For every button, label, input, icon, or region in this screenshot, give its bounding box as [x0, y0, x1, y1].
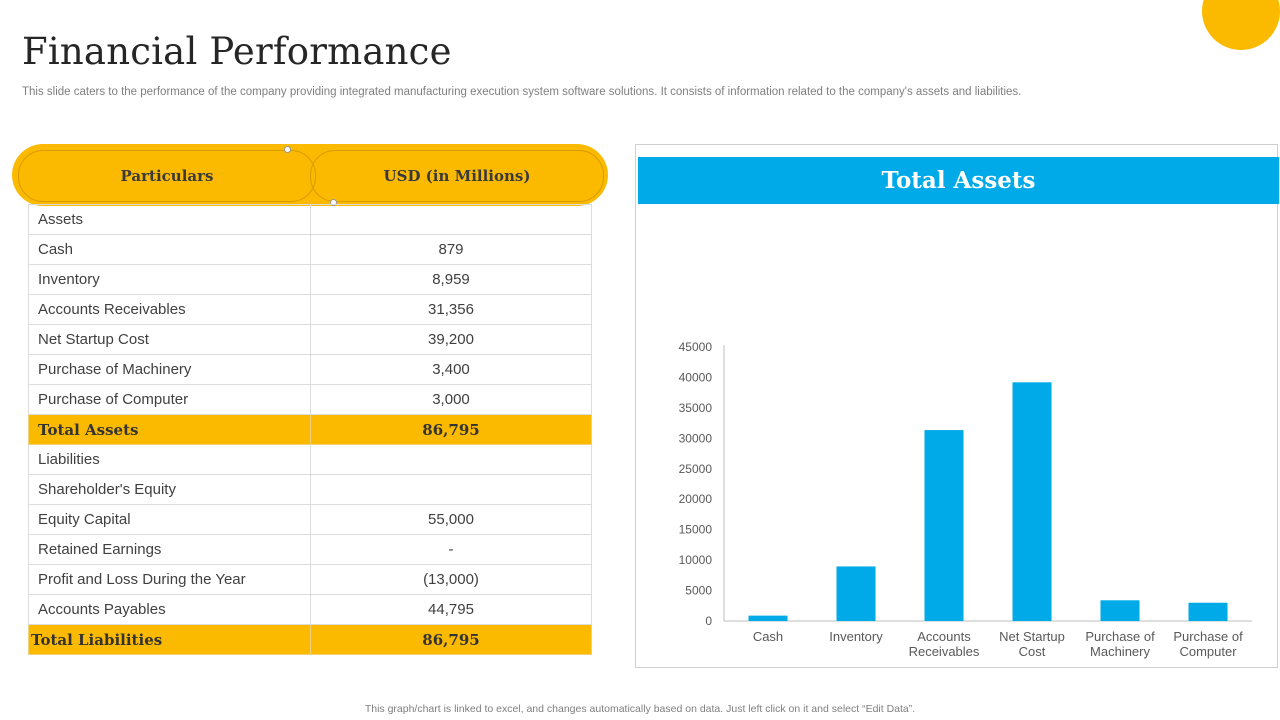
row-value: 3,400 — [310, 354, 592, 385]
table-row: Accounts Payables 44,795 — [28, 594, 592, 625]
row-value — [310, 444, 592, 475]
row-value: 55,000 — [310, 504, 592, 535]
table-row: Equity Capital 55,000 — [28, 504, 592, 535]
x-tick-label: Purchase of — [1085, 629, 1155, 644]
row-label: Retained Earnings — [28, 534, 311, 565]
x-tick-label: Cash — [753, 629, 783, 644]
row-label: Accounts Payables — [28, 594, 311, 625]
bar — [1012, 382, 1052, 621]
row-label: Cash — [28, 234, 311, 265]
row-value: 3,000 — [310, 384, 592, 415]
row-value — [310, 204, 592, 235]
total-row: Total Assets 86,795 — [28, 414, 592, 445]
bar — [1100, 600, 1140, 621]
row-label: Net Startup Cost — [28, 324, 311, 355]
x-tick-label: Accounts — [917, 629, 971, 644]
row-value: 8,959 — [310, 264, 592, 295]
page-subtitle: This slide caters to the performance of … — [22, 86, 1022, 98]
bar — [748, 615, 788, 621]
table-row: Purchase of Machinery 3,400 — [28, 354, 592, 385]
row-value: - — [310, 534, 592, 565]
bar-chart: 0 5000 10000 15000 20000 25000 30000 35000 40000… — [679, 340, 1252, 659]
row-label: Accounts Receivables — [28, 294, 311, 325]
table-row: Inventory 8,959 — [28, 264, 592, 295]
financial-table: Assets Cash 879 Inventory 8,959 Accounts Rece… — [28, 204, 592, 655]
table-row: Cash 879 — [28, 234, 592, 265]
x-tick-label: Cost — [1019, 644, 1046, 659]
table-row: Net Startup Cost 39,200 — [28, 324, 592, 355]
row-label: Purchase of Computer — [28, 384, 311, 415]
row-value: 44,795 — [310, 594, 592, 625]
table-row: Purchase of Computer 3,000 — [28, 384, 592, 415]
y-tick-label: 45000 — [679, 340, 713, 354]
row-label: Assets — [28, 204, 311, 235]
x-tick-label: Machinery — [1090, 644, 1150, 659]
row-label: Shareholder's Equity — [28, 474, 311, 505]
y-tick-label: 35000 — [679, 401, 713, 415]
y-tick-label: 40000 — [679, 370, 713, 384]
corner-decoration — [1202, 0, 1280, 50]
row-label: Equity Capital — [28, 504, 311, 535]
y-tick-label: 25000 — [679, 462, 713, 476]
row-label: Purchase of Machinery — [28, 354, 311, 385]
header-usd: USD (in Millions) — [310, 150, 604, 202]
chart-title: Total Assets — [638, 157, 1279, 204]
footer-note: This graph/chart is linked to excel, and… — [364, 703, 916, 715]
x-tick-label: Purchase of — [1173, 629, 1243, 644]
row-label: Total Liabilities — [28, 624, 311, 655]
row-label: Liabilities — [28, 444, 311, 475]
x-tick-label: Net Startup — [999, 629, 1065, 644]
y-tick-label: 10000 — [679, 553, 713, 567]
y-tick-label: 30000 — [679, 431, 713, 445]
table-row: Retained Earnings - — [28, 534, 592, 565]
handle-dot — [284, 146, 291, 153]
y-tick-label: 0 — [705, 614, 712, 628]
row-value: 879 — [310, 234, 592, 265]
row-label: Inventory — [28, 264, 311, 295]
total-row: Total Liabilities 86,795 — [28, 624, 592, 655]
x-tick-label: Receivables — [909, 644, 980, 659]
x-tick-label: Inventory — [829, 629, 883, 644]
row-value: 31,356 — [310, 294, 592, 325]
bar — [836, 566, 876, 621]
y-tick-label: 15000 — [679, 523, 713, 537]
row-value: 86,795 — [310, 414, 592, 445]
y-tick-label: 5000 — [685, 584, 712, 598]
page-title: Financial Performance — [22, 30, 452, 73]
row-value: 86,795 — [310, 624, 592, 655]
row-value: (13,000) — [310, 564, 592, 595]
bar — [924, 430, 964, 621]
y-tick-label: 20000 — [679, 492, 713, 506]
chart-panel: Total Assets 0 5000 10000 15000 20000 25000 30… — [635, 144, 1279, 668]
bar — [1188, 602, 1228, 621]
row-label: Profit and Loss During the Year — [28, 564, 311, 595]
table-row: Profit and Loss During the Year (13,000) — [28, 564, 592, 595]
table-row: Assets — [28, 204, 592, 235]
row-value: 39,200 — [310, 324, 592, 355]
x-tick-label: Computer — [1179, 644, 1237, 659]
table-row: Liabilities — [28, 444, 592, 475]
table-row: Accounts Receivables 31,356 — [28, 294, 592, 325]
row-label: Total Assets — [28, 414, 311, 445]
table-header: Particulars USD (in Millions) — [12, 144, 608, 206]
row-value — [310, 474, 592, 505]
header-particulars: Particulars — [18, 150, 316, 202]
table-row: Shareholder's Equity — [28, 474, 592, 505]
